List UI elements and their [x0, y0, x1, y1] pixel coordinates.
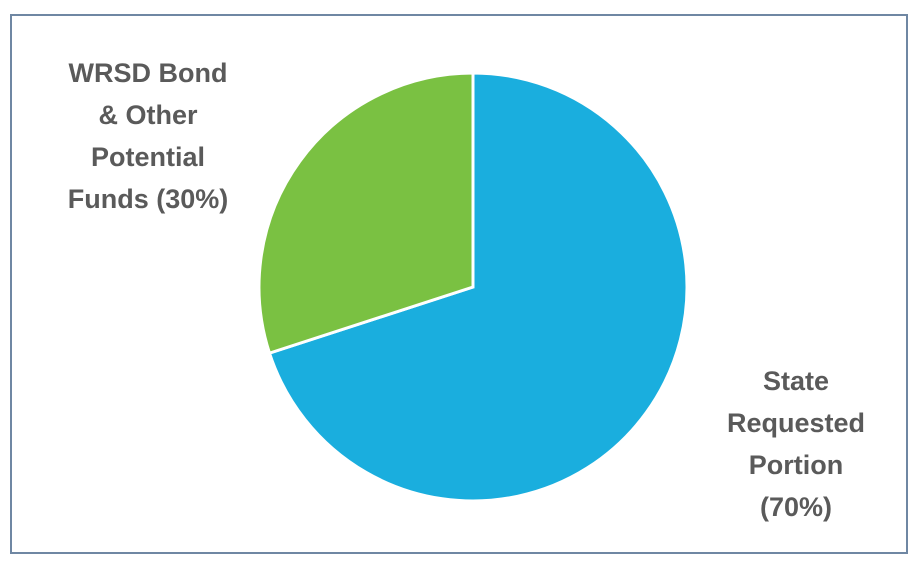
slice-label-state-requested: State Requested Portion (70%) [726, 366, 866, 522]
pie-slice-1 [257, 71, 475, 356]
pie-slice-0 [267, 71, 689, 503]
slice-label-wrsd-bond: WRSD Bond & Other Potential Funds (30%) [67, 58, 229, 214]
